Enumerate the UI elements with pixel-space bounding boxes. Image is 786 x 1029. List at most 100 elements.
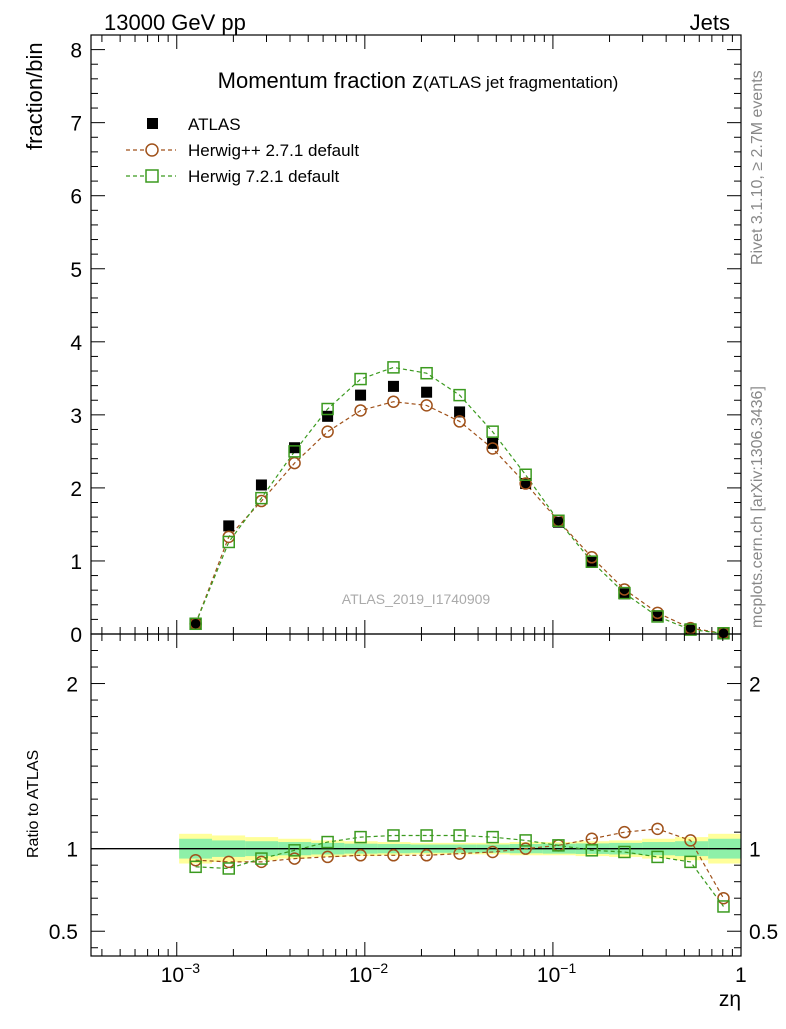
herwigpp-ratio-point [453,847,466,860]
herwig7-point [387,361,400,374]
rivet-version-label: Rivet 3.1.10, ≥ 2.7M events [749,70,766,265]
herwig7-point [288,445,301,458]
legend-marker-herwigpp [145,143,159,157]
herwigpp-ratio-point [486,845,499,859]
herwig7-ratio-point [717,900,730,913]
legend-entry-herwigpp: Herwig++ 2.7.1 default [126,141,359,160]
main-y-axis-label: fraction/bin [22,42,47,150]
herwigpp-ratio-point [684,834,697,847]
ratio-y-tick-label-right: 2 [749,674,761,697]
herwig7-ratio-point [354,830,367,844]
herwig7-point [585,555,599,568]
atlas-data-point [618,588,630,600]
ratio-y-tick-label-right: 0.5 [749,921,778,944]
main-y-tick-label: 1 [70,551,82,574]
main-y-tick-label: 7 [70,113,82,136]
herwigpp-ratio-point [519,842,532,855]
herwig7-ratio-point [552,839,565,852]
atlas-data-point [552,516,564,528]
x-tick-label: 10−1 [537,960,577,987]
herwig7-point [717,627,730,640]
herwigpp-point [519,477,532,490]
herwig7-point [618,586,631,600]
legend-marker-atlas [147,118,158,129]
herwig7-point [255,491,268,505]
herwigpp-point [453,415,466,428]
atlas-data-point [520,478,532,490]
energy-label: 13000 GeV pp [104,10,246,35]
ratio-plot-frame [90,633,742,957]
atlas-data-point [289,442,301,454]
legend-label-herwig7: Herwig 7.2.1 default [188,167,339,186]
atlas-data-point [717,627,729,639]
atlas-data-point [387,380,399,392]
herwigpp-point [354,404,367,417]
legend-entry-herwig7: Herwig 7.2.1 default [126,167,339,186]
main-y-tick-label: 8 [70,40,82,63]
chart-title: Momentum fraction z(ATLAS jet fragmentat… [218,68,619,93]
atlas-data-point [355,389,367,401]
herwigpp-ratio-point [222,855,236,869]
analysis-watermark: ATLAS_2019_I1740909 [342,591,491,607]
herwigpp-point [420,399,433,412]
ratio-y-tick-label-right: 1 [749,839,761,862]
herwig7-point [486,425,499,438]
legend-label-herwigpp: Herwig++ 2.7.1 default [188,141,359,160]
herwigpp-line [195,401,724,634]
atlas-data-point [223,520,235,532]
chart-title-sub: (ATLAS jet fragmentation) [423,73,618,92]
ratio-y-axis-label: Ratio to ATLAS [25,750,42,858]
herwig7-ratio-point [222,862,236,875]
herwigpp-ratio-point [354,849,367,862]
herwig7-point [222,535,236,549]
main-y-tick-label: 6 [70,186,82,209]
main-y-tick-label: 2 [70,478,82,501]
main-y-tick-label: 5 [70,259,82,282]
herwig7-ratio-point [288,844,301,857]
herwigpp-ratio-point [651,822,664,836]
herwig7-ratio-point [189,860,202,874]
ratio-y-tick-label: 0.5 [49,921,78,944]
herwigpp-ratio-point [288,852,301,865]
mcplots-reference-label: mcplots.cern.ch [arXiv:1306.3436] [749,386,766,628]
x-tick-label: 10−2 [349,960,389,987]
x-tick-label: 1 [735,964,747,987]
main-panel: Momentum fraction z(ATLAS jet fragmentat… [22,34,742,647]
herwigpp-ratio-point [420,849,433,862]
main-y-tick-label: 0 [70,624,82,647]
herwigpp-ratio-point [321,850,334,864]
atlas-data-point [190,617,202,629]
ratio-panel: Ratio to ATLAS zη 10−3 10−2 10−1 10.5 0.51 12… [25,633,778,1011]
main-y-tick-label: 4 [70,332,82,355]
herwig7-point [189,617,202,631]
legend-entry-atlas: ATLAS [147,115,241,134]
ratio-y-tick-label: 2 [66,674,78,697]
chart-title-main: Momentum fraction z [218,68,423,93]
herwig7-ratio-point [255,852,268,865]
atlas-data-point [685,623,697,635]
herwig7-ratio-point [453,829,466,842]
main-y-tick-label: 3 [70,405,82,428]
herwigpp-point [387,395,400,408]
herwigpp-ratio-point [618,825,631,839]
herwig7-point [321,402,334,416]
herwigpp-ratio-point [387,849,400,862]
herwigpp-ratio-line [195,828,725,899]
herwig7-ratio-point [420,829,433,842]
herwig7-ratio-point [519,834,532,847]
atlas-data-point [454,406,466,418]
x-tick-label: 10−3 [161,960,201,987]
herwig7-ratio-point [585,844,599,857]
legend-marker-herwig7 [145,169,159,183]
process-label: Jets [690,10,730,35]
herwig7-ratio-line [195,834,724,907]
herwig7-ratio-point [651,850,664,864]
herwig7-point [519,468,532,482]
herwig7-point [453,388,466,402]
herwig7-ratio-point [486,830,499,844]
herwig7-ratio-point [618,845,631,859]
x-axis-label: zη [719,988,741,1011]
herwigpp-point [486,442,499,455]
